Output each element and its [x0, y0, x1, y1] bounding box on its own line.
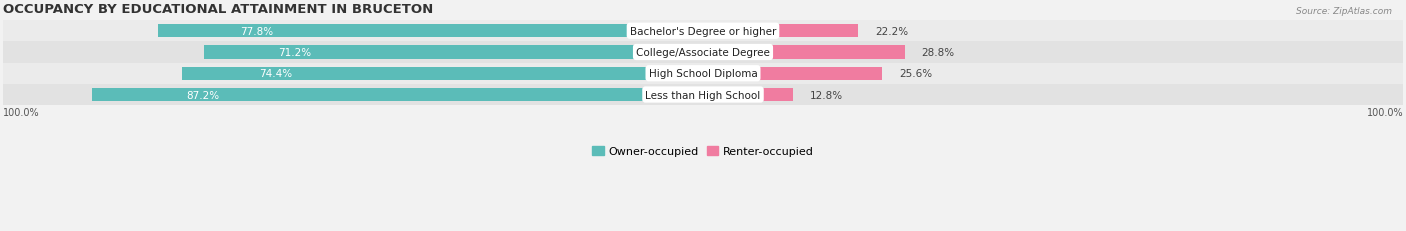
Text: 71.2%: 71.2%: [277, 48, 311, 58]
Bar: [3, 42, 1403, 63]
Text: 74.4%: 74.4%: [259, 69, 292, 79]
Text: 25.6%: 25.6%: [898, 69, 932, 79]
Bar: [3, 21, 1403, 42]
Legend: Owner-occupied, Renter-occupied: Owner-occupied, Renter-occupied: [588, 142, 818, 161]
Bar: [181, 67, 703, 81]
Text: College/Associate Degree: College/Associate Degree: [636, 48, 770, 58]
Bar: [159, 25, 703, 38]
Bar: [3, 85, 1403, 106]
Text: 100.0%: 100.0%: [1367, 107, 1403, 117]
Bar: [703, 25, 859, 38]
Text: 28.8%: 28.8%: [921, 48, 955, 58]
Text: OCCUPANCY BY EDUCATIONAL ATTAINMENT IN BRUCETON: OCCUPANCY BY EDUCATIONAL ATTAINMENT IN B…: [3, 3, 433, 16]
Text: 100.0%: 100.0%: [3, 107, 39, 117]
Bar: [204, 46, 703, 59]
Text: 22.2%: 22.2%: [876, 27, 908, 36]
Bar: [3, 63, 1403, 85]
Text: 77.8%: 77.8%: [240, 27, 273, 36]
Text: Source: ZipAtlas.com: Source: ZipAtlas.com: [1296, 7, 1392, 16]
Bar: [93, 88, 703, 102]
Bar: [703, 67, 882, 81]
Text: 87.2%: 87.2%: [186, 90, 219, 100]
Text: Bachelor's Degree or higher: Bachelor's Degree or higher: [630, 27, 776, 36]
Bar: [703, 88, 793, 102]
Text: Less than High School: Less than High School: [645, 90, 761, 100]
Text: 12.8%: 12.8%: [810, 90, 842, 100]
Text: High School Diploma: High School Diploma: [648, 69, 758, 79]
Bar: [703, 46, 904, 59]
